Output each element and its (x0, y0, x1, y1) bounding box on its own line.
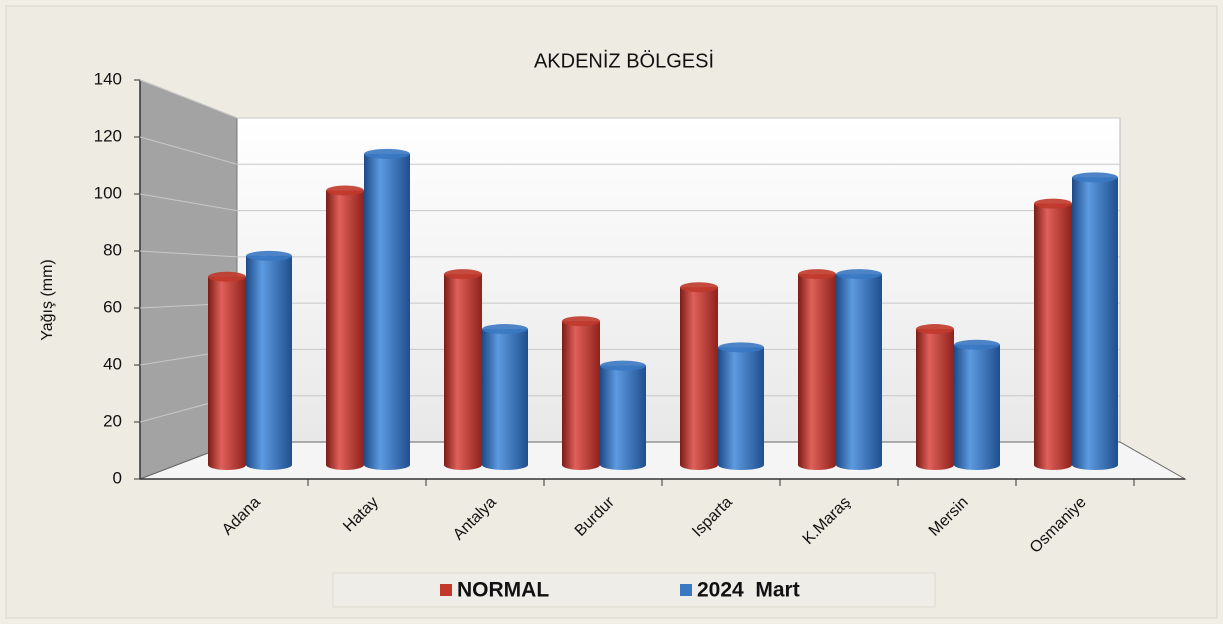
bar-top (916, 324, 954, 335)
bar (798, 274, 836, 465)
grid-line (139, 136, 1120, 165)
y-tick-label: 20 (103, 411, 122, 430)
bar-top (364, 148, 410, 159)
bar-top (798, 269, 836, 280)
grid-line (139, 193, 1120, 212)
bar (562, 321, 600, 465)
bar (954, 344, 1000, 465)
grid-line (139, 79, 1120, 119)
y-tick-label: 120 (94, 126, 122, 145)
y-tick-label: 100 (94, 183, 122, 202)
bar (836, 274, 882, 465)
bar-top (680, 282, 718, 293)
bar-top (1034, 198, 1072, 209)
bar-top (208, 271, 246, 282)
legend-swatch (680, 584, 692, 596)
bar-top (562, 316, 600, 327)
bar (364, 153, 410, 465)
legend-label: 2024 Mart (697, 579, 800, 602)
y-tick-label: 80 (103, 240, 122, 259)
y-axis-label: Yağış (mm) (39, 259, 56, 340)
bar (482, 329, 528, 465)
bar-top (482, 324, 528, 335)
bar (718, 347, 764, 465)
bar-top (600, 360, 646, 371)
bar-top (718, 342, 764, 353)
bar-top (836, 269, 882, 280)
legend-label: NORMAL (457, 579, 549, 602)
y-tick-label: 140 (94, 69, 122, 88)
bar (1072, 177, 1118, 465)
legend-swatch (440, 584, 452, 596)
grid-line (139, 250, 1120, 258)
bar (680, 287, 718, 465)
bar-top (444, 269, 482, 280)
y-tick-label: 40 (103, 354, 122, 373)
y-tick-label: 0 (113, 468, 122, 487)
bar (246, 255, 292, 465)
chart-title: AKDENİZ BÖLGESİ (534, 49, 714, 72)
bar (916, 329, 954, 465)
legend (332, 572, 936, 608)
bar-top (326, 185, 364, 196)
bar (444, 274, 482, 465)
bar (326, 190, 364, 465)
floor (139, 441, 1187, 480)
bar (600, 365, 646, 465)
bar (208, 276, 246, 465)
bar-top (954, 339, 1000, 350)
bar (1034, 203, 1072, 466)
y-tick-label: 60 (103, 297, 122, 316)
bar-top (246, 250, 292, 261)
bar-top (1072, 172, 1118, 183)
